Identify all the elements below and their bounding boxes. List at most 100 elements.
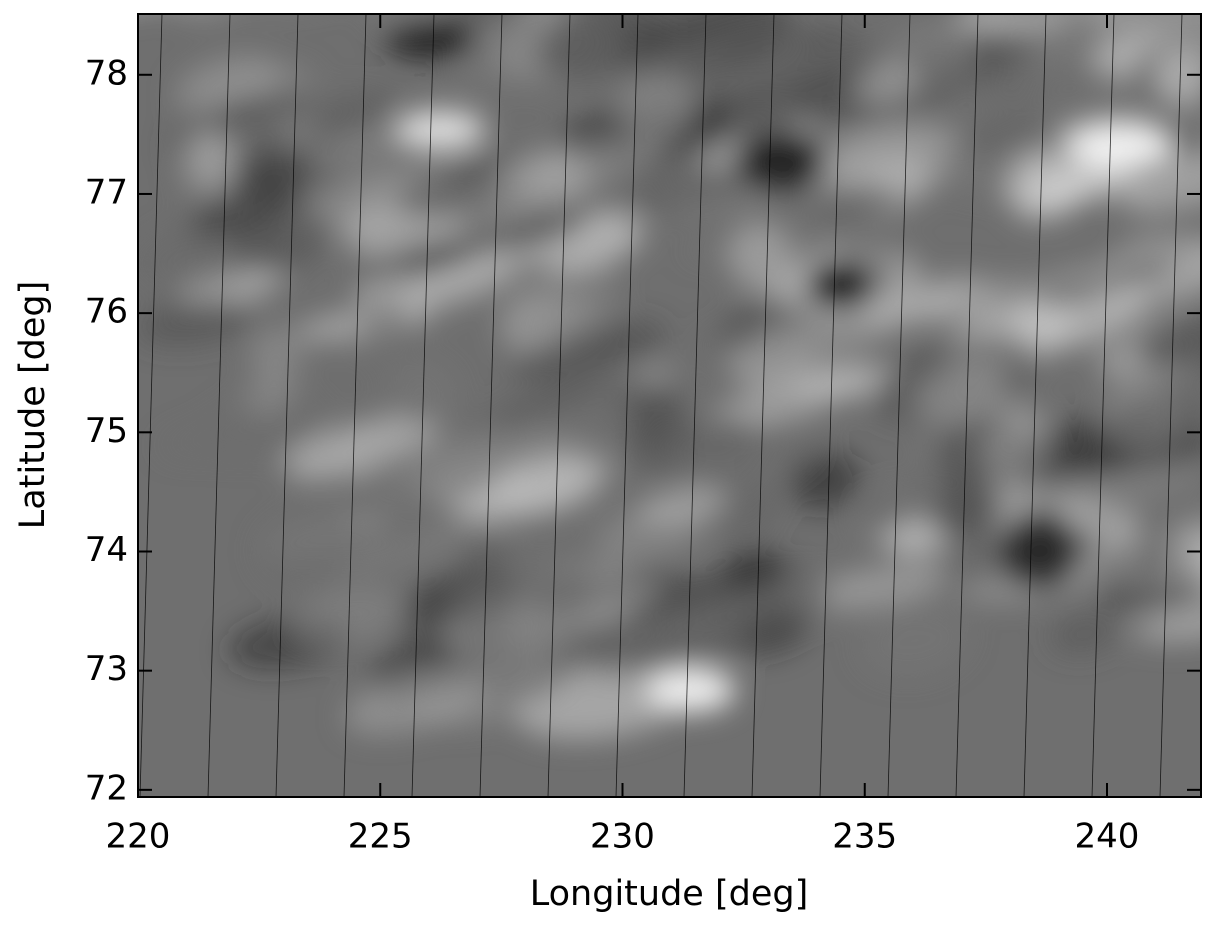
texture-blob [493, 448, 610, 515]
texture-spot [805, 260, 875, 310]
texture-blob [499, 138, 666, 192]
texture-blob [331, 525, 474, 572]
y-tick-label: 72 [85, 768, 128, 808]
x-tick-label: 240 [1075, 817, 1140, 857]
texture-blob [233, 146, 312, 197]
ground-track [955, 14, 979, 797]
texture-blob [788, 451, 862, 510]
x-tick-label: 230 [590, 817, 655, 857]
texture-blob [651, 588, 832, 639]
texture-blob [360, 293, 416, 367]
texture-spot [1065, 123, 1175, 167]
texture-spot [645, 668, 735, 712]
texture-blob [810, 187, 901, 219]
ground-track [139, 14, 163, 797]
texture-blob [1024, 467, 1201, 511]
texture-blob [1005, 153, 1083, 222]
image-texture [138, 0, 1216, 740]
texture-blob [183, 129, 237, 191]
texture-blob [1203, 74, 1216, 172]
y-tick-label: 74 [85, 530, 128, 570]
ground-track [411, 14, 435, 797]
texture-blob [781, 0, 882, 5]
texture-blob [983, 74, 1043, 108]
texture-blob [544, 553, 632, 579]
y-tick-label: 73 [85, 649, 128, 689]
texture-spot [1000, 510, 1080, 590]
texture-blob [929, 115, 1055, 162]
texture-blob [387, 359, 458, 429]
texture-blob [623, 563, 802, 615]
y-tick-label: 75 [85, 411, 128, 451]
image-plot [138, 0, 1216, 797]
x-tick-label: 225 [348, 817, 413, 857]
texture-blob [353, 237, 464, 289]
texture-blob [283, 416, 438, 480]
plot-frame [137, 13, 1202, 798]
texture-blob [161, 410, 328, 456]
texture-blob [716, 65, 866, 117]
x-axis-label: Longitude [deg] [530, 874, 808, 914]
ground-track [615, 14, 639, 797]
ground-track [683, 14, 707, 797]
y-tick-label: 77 [85, 172, 128, 212]
texture-blob [855, 61, 918, 109]
texture-blob [1048, 613, 1120, 654]
ground-track [479, 14, 503, 797]
texture-blob [815, 125, 968, 189]
texture-blob [616, 431, 787, 471]
texture-blob [859, 487, 940, 533]
ground-track [343, 14, 367, 797]
texture-blob [501, 381, 685, 431]
texture-blob [928, 484, 1004, 540]
texture-blob [1108, 388, 1201, 449]
texture-blob [992, 0, 1154, 4]
y-tick-label: 78 [85, 53, 128, 93]
texture-blob [482, 205, 588, 257]
texture-blob [291, 584, 405, 648]
x-tick-label: 235 [832, 817, 897, 857]
texture-blob [983, 418, 1046, 485]
texture-blob [499, 602, 599, 648]
ground-track [207, 14, 231, 797]
x-tick-label: 220 [106, 817, 171, 857]
texture-blob [635, 489, 730, 522]
texture-blob [1133, 599, 1201, 642]
texture-blob [1121, 145, 1201, 211]
texture-blob [747, 0, 854, 1]
texture-blob [860, 604, 970, 678]
texture-blob [1166, 510, 1201, 540]
texture-blob [1136, 14, 1201, 64]
texture-blob [680, 29, 861, 73]
texture-blob [512, 321, 666, 382]
y-tick-label: 76 [85, 292, 128, 332]
texture-blob [914, 364, 1006, 426]
texture-blob [344, 670, 483, 735]
texture-blob [795, 563, 954, 612]
texture-blob [863, 290, 967, 329]
ground-track [751, 14, 775, 797]
texture-blob [138, 296, 255, 346]
ground-track [547, 14, 571, 797]
ground-track [275, 14, 299, 797]
texture-spot [735, 130, 825, 190]
texture-blob [250, 91, 400, 145]
y-axis-label: Latitude [deg] [13, 281, 53, 529]
texture-blob [1165, 545, 1201, 575]
texture-blob [727, 299, 901, 379]
texture-blob [219, 97, 280, 166]
ground-track [1023, 14, 1047, 797]
ground-track [887, 14, 911, 797]
texture-blob [728, 220, 793, 293]
texture-blob [545, 259, 619, 334]
ground-track [1091, 14, 1115, 797]
texture-blob [1033, 262, 1174, 307]
texture-blob [232, 198, 326, 275]
texture-blob [242, 377, 295, 415]
ground-track [1159, 14, 1183, 797]
texture-blob [451, 639, 562, 682]
texture-blob [547, 49, 731, 100]
texture-blob [700, 368, 867, 433]
texture-blob [1163, 0, 1216, 11]
